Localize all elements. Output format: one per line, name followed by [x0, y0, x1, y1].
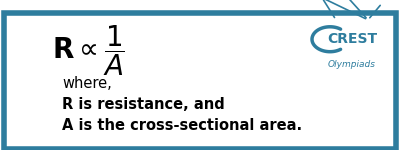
Text: R is resistance, and: R is resistance, and — [62, 97, 225, 112]
Text: Olympiads: Olympiads — [328, 60, 376, 69]
Text: CREST: CREST — [327, 32, 377, 46]
Text: where,: where, — [62, 76, 112, 91]
Text: $\mathbf{R} \propto \dfrac{1}{A}$: $\mathbf{R} \propto \dfrac{1}{A}$ — [52, 23, 124, 78]
Text: A is the cross-sectional area.: A is the cross-sectional area. — [62, 118, 302, 133]
